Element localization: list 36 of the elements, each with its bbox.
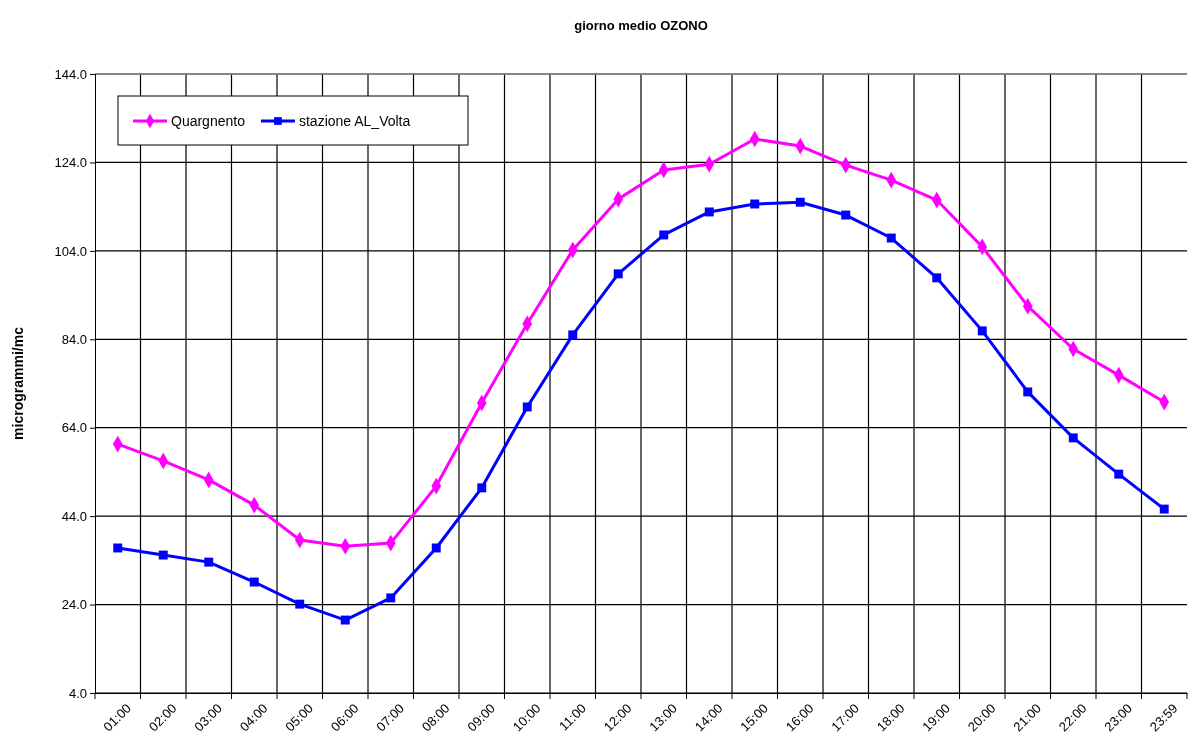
legend-label: stazione AL_Volta [298, 113, 411, 129]
point [750, 199, 760, 209]
point [340, 615, 350, 625]
point [295, 599, 305, 609]
point [659, 230, 669, 240]
point [886, 233, 896, 243]
point [932, 273, 942, 283]
chart-title: giorno medio OZONO [574, 18, 708, 33]
point [158, 550, 168, 560]
point [431, 543, 441, 553]
point [204, 557, 214, 567]
point [1068, 433, 1078, 443]
point [977, 326, 987, 336]
point [1114, 469, 1124, 479]
y-tick-label: 64.0 [61, 420, 87, 436]
legend-label: Quargnento [171, 113, 246, 129]
point [477, 483, 487, 493]
y-tick-label: 24.0 [61, 597, 87, 613]
point [522, 402, 532, 412]
point [249, 577, 259, 587]
point [841, 210, 851, 220]
y-axis-title: microgrammi/mc [10, 326, 26, 440]
y-tick-label: 4.0 [68, 685, 87, 701]
y-tick-label: 124.0 [54, 155, 87, 171]
y-tick-label: 44.0 [61, 508, 87, 524]
point [386, 593, 396, 603]
point [1023, 387, 1033, 397]
y-tick-label: 104.0 [54, 243, 87, 259]
point [704, 207, 714, 217]
point [795, 197, 805, 207]
y-tick-label: 144.0 [54, 66, 87, 82]
point [613, 269, 623, 279]
point [113, 543, 123, 553]
point [1159, 504, 1169, 514]
y-tick-label: 84.0 [61, 331, 87, 347]
point [568, 330, 578, 340]
